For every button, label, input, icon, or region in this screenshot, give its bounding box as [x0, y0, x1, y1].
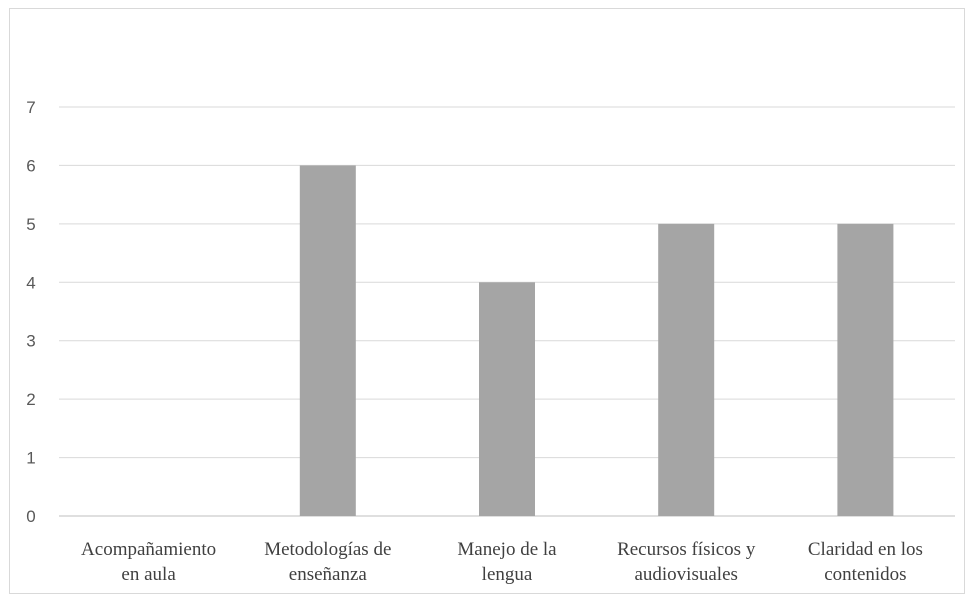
- bars: [299, 165, 894, 516]
- y-tick-label-7: 7: [26, 98, 35, 117]
- category-label-line: Acompañamiento: [81, 539, 216, 560]
- category-label-4: Claridad en los contenidos: [808, 539, 923, 585]
- y-axis-ticks: 0 1 2 3 4 5 6 7: [26, 98, 35, 526]
- category-label-line: en aula: [121, 564, 176, 585]
- category-label-line: enseñanza: [289, 564, 368, 585]
- category-label-2: Manejo de la lengua: [457, 539, 557, 585]
- category-label-line: Metodologías de: [264, 539, 391, 560]
- category-label-line: contenidos: [824, 564, 906, 585]
- bar-4: [837, 223, 894, 516]
- category-label-1: Metodologías de enseñanza: [264, 539, 391, 585]
- y-tick-label-0: 0: [26, 507, 35, 526]
- y-tick-label-3: 3: [26, 332, 35, 351]
- category-label-line: Recursos físicos y: [617, 539, 756, 560]
- bar-3: [658, 223, 715, 516]
- y-tick-label-1: 1: [26, 449, 35, 468]
- x-axis-categories: Acompañamiento en aula Metodologías de ense…: [81, 539, 923, 585]
- bar-1: [299, 165, 356, 516]
- category-label-3: Recursos físicos y audiovisuales: [617, 539, 756, 585]
- category-label-line: Manejo de la: [457, 539, 557, 560]
- y-tick-label-6: 6: [26, 156, 35, 175]
- y-tick-label-5: 5: [26, 215, 35, 234]
- category-label-line: Claridad en los: [808, 539, 923, 560]
- bar-2: [479, 282, 535, 516]
- y-tick-label-4: 4: [26, 273, 35, 292]
- category-label-0: Acompañamiento en aula: [81, 539, 216, 585]
- category-label-line: lengua: [482, 564, 533, 585]
- category-label-line: audiovisuales: [634, 564, 737, 585]
- y-tick-label-2: 2: [26, 390, 35, 409]
